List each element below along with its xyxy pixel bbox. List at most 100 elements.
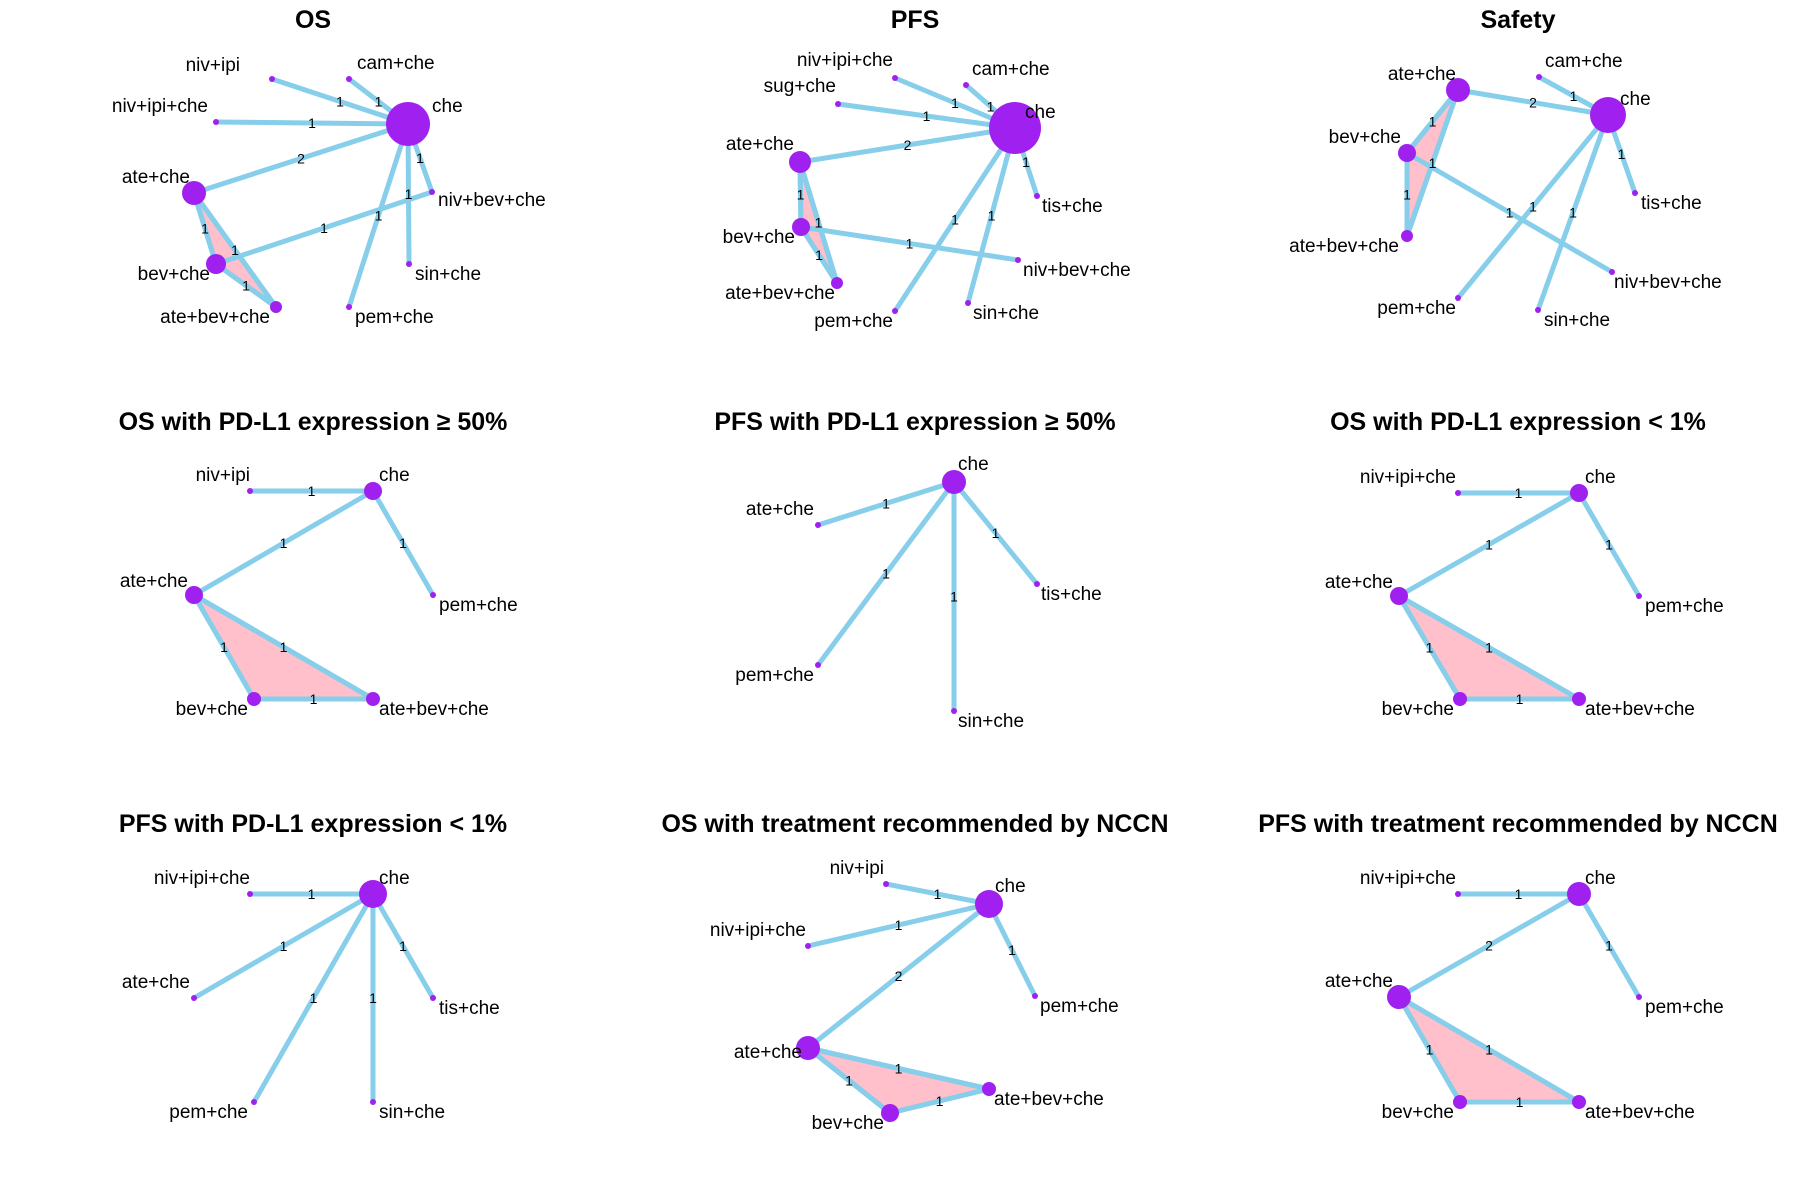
edge-label: 1	[405, 186, 413, 202]
node-pem-che	[1636, 994, 1642, 1000]
network-panel: PFS with PD-L1 expression ≥ 50% 1 1 1 1 che at…	[714, 408, 1115, 732]
edge-ate-che-to-ate-bev-che	[1396, 994, 1582, 1105]
node-label-sin-che: sin+che	[958, 711, 1024, 732]
network-panel: OS 1 1 1 2 1 1 1 1 1 1 1 niv+ipi cam+che che niv+ipi+ch…	[112, 6, 546, 328]
node-label-niv-bev-che: niv+bev+che	[1023, 260, 1131, 281]
node-label-che: che	[379, 465, 410, 486]
node-label-che: che	[1585, 467, 1616, 488]
edge-label: 1	[1515, 485, 1523, 501]
node-label-ate-che: ate+che	[734, 1042, 802, 1063]
edge-label: 2	[1485, 938, 1493, 954]
node-ate-che	[815, 522, 821, 528]
edge-label: 1	[951, 212, 959, 228]
node-ate-bev-che	[1401, 230, 1413, 242]
node-ate-che	[185, 586, 203, 604]
edge-bev-che-to-ate-bev-che	[798, 224, 840, 286]
edge-pem-che-to-che	[892, 125, 1018, 314]
edge-label: 1	[280, 535, 288, 551]
node-sin-che	[965, 300, 971, 306]
node-sin-che	[370, 1099, 376, 1105]
node-niv-ipi-che	[213, 119, 219, 125]
edge-label: 1	[1529, 199, 1537, 215]
edge-label: 1	[1008, 942, 1016, 958]
node-label-cam-che: cam+che	[357, 53, 435, 74]
node-label-ate-bev-che: ate+bev+che	[994, 1089, 1104, 1110]
node-niv-ipi	[269, 76, 275, 82]
edge-label: 1	[1403, 187, 1411, 203]
edge-label: 1	[399, 938, 407, 954]
node-label-sug-che: sug+che	[764, 76, 836, 97]
node-label-tis-che: tis+che	[439, 998, 500, 1019]
edge-ate-che-to-bev-che	[1396, 994, 1463, 1105]
node-niv-ipi-che	[805, 943, 811, 949]
edge-label: 1	[797, 187, 805, 203]
node-label-ate-che: ate+che	[122, 167, 190, 188]
node-label-che: che	[432, 96, 463, 117]
node-tis-che	[1034, 193, 1040, 199]
edge-label: 1	[1605, 938, 1613, 954]
edge-label: 1	[1485, 537, 1493, 553]
edge-label: 1	[987, 99, 995, 115]
edge-label: 1	[308, 115, 316, 131]
edge-ate-che-to-che	[191, 891, 376, 1001]
edge-label: 1	[375, 94, 383, 110]
edge-label: 1	[882, 496, 890, 512]
edge-ate-che-to-ate-bev-che	[1396, 593, 1582, 702]
edge-label: 1	[1516, 691, 1524, 707]
edge-label: 1	[242, 278, 250, 294]
edge-bev-che-to-niv-bev-che	[1404, 150, 1615, 275]
node-che	[386, 102, 430, 146]
edge-label: 1	[951, 95, 959, 111]
node-tis-che	[430, 995, 436, 1001]
edge-ate-che-to-bev-che	[1396, 593, 1463, 702]
edge-pem-che-to-che	[346, 121, 411, 310]
edge-label: 1	[906, 236, 914, 252]
node-label-ate-che: ate+che	[120, 571, 188, 592]
node-cam-che	[346, 76, 352, 82]
node-label-niv-ipi-che: niv+ipi+che	[1360, 467, 1456, 488]
node-label-che: che	[995, 876, 1026, 897]
node-niv-ipi-che	[1455, 490, 1461, 496]
node-ate-bev-che	[831, 277, 843, 289]
node-label-niv-ipi-che: niv+ipi+che	[112, 96, 208, 117]
node-niv-bev-che	[429, 189, 435, 195]
panel-title: PFS with treatment recommended by NCCN	[1258, 810, 1778, 838]
panel-title: OS with PD-L1 expression < 1%	[1330, 408, 1706, 436]
network-panel: OS with PD-L1 expression ≥ 50% 1 1 1 1 1 1 niv+…	[119, 408, 518, 720]
node-label-pem-che: pem+che	[814, 311, 893, 332]
node-label-ate-che: ate+che	[122, 972, 190, 993]
edge-ate-che-to-bev-che	[191, 592, 257, 702]
edge-ate-che-to-che	[191, 488, 376, 598]
panel-title: PFS with PD-L1 expression < 1%	[119, 810, 507, 838]
edge-ate-che-to-bev-che	[191, 190, 219, 267]
node-label-bev-che: bev+che	[138, 264, 210, 285]
edge-label: 1	[1515, 886, 1523, 902]
edge-pem-che-to-che	[370, 488, 436, 598]
node-label-niv-bev-che: niv+bev+che	[438, 190, 546, 211]
node-niv-ipi-che	[247, 891, 253, 897]
edge-ate-che-to-bev-che	[1404, 87, 1461, 156]
node-ate-che	[789, 151, 811, 173]
node-label-pem-che: pem+che	[735, 665, 814, 686]
node-label-niv-ipi-che: niv+ipi+che	[1360, 868, 1456, 889]
edge-label: 1	[1426, 640, 1434, 656]
node-label-bev-che: bev+che	[812, 1113, 884, 1134]
node-label-ate-bev-che: ate+bev+che	[725, 283, 835, 304]
edge-label: 1	[375, 208, 383, 224]
edge-sin-che-to-che	[965, 125, 1018, 306]
node-pem-che	[815, 662, 821, 668]
edge-label: 1	[310, 691, 318, 707]
node-label-tis-che: tis+che	[1641, 193, 1702, 214]
node-pem-che	[1032, 993, 1038, 999]
node-niv-ipi	[247, 488, 253, 494]
node-tis-che	[1034, 581, 1040, 587]
edge-bev-che-to-ate-bev-che	[887, 1086, 992, 1116]
node-label-niv-bev-che: niv+bev+che	[1614, 272, 1722, 293]
edge-niv-ipi-to-che	[269, 76, 411, 127]
node-bev-che	[1453, 1095, 1467, 1109]
edge-label: 1	[1569, 205, 1577, 221]
node-bev-che	[792, 218, 810, 236]
edge-label: 2	[297, 151, 305, 167]
node-pem-che	[1636, 593, 1642, 599]
node-pem-che	[346, 304, 352, 310]
